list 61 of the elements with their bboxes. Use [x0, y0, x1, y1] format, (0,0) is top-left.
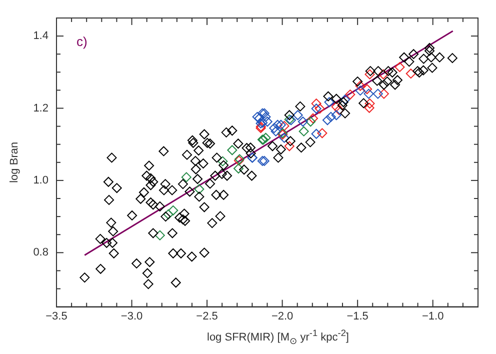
annotation: c) — [76, 34, 88, 50]
x-tick-label: −3.5 — [46, 310, 68, 322]
point — [372, 88, 383, 99]
point — [364, 98, 375, 109]
point — [260, 132, 271, 143]
point — [324, 97, 334, 108]
point — [334, 105, 344, 116]
point — [326, 112, 336, 122]
x-tick-label: −3.0 — [120, 310, 143, 322]
point — [364, 88, 374, 99]
point — [181, 172, 192, 182]
point — [331, 102, 342, 112]
point — [364, 102, 374, 113]
point — [276, 120, 286, 130]
x-tick-label: −2.5 — [196, 310, 218, 322]
y-tick-label: 1.0 — [33, 174, 48, 186]
point — [279, 120, 290, 131]
point — [194, 184, 204, 194]
y-tick-label: 0.8 — [33, 246, 48, 259]
point — [345, 90, 356, 100]
point — [317, 128, 328, 138]
point — [284, 141, 294, 152]
point — [378, 88, 389, 99]
y-tick-label: 1.4 — [33, 30, 48, 42]
point — [269, 123, 280, 134]
point — [311, 128, 322, 139]
point — [406, 68, 416, 79]
x-tick-label: −1.5 — [346, 310, 368, 322]
point — [362, 84, 372, 94]
y-tick-label: 1.2 — [33, 102, 48, 114]
point — [233, 164, 244, 174]
point — [227, 145, 238, 156]
point — [292, 110, 303, 120]
point — [279, 132, 290, 143]
point — [260, 112, 271, 122]
point — [262, 116, 272, 127]
point — [322, 115, 332, 126]
point — [311, 98, 322, 109]
point — [308, 113, 318, 124]
point — [306, 116, 316, 127]
point — [314, 104, 325, 114]
y-axis-title: log Bran — [8, 142, 21, 183]
point — [154, 230, 165, 240]
point — [355, 86, 366, 96]
point — [218, 156, 228, 166]
x-tick-label: −2.0 — [271, 310, 294, 322]
point — [311, 104, 322, 114]
x-axis-title: log SFR(MIR) [M$_{⊙}$ yr$^{-1}$ kpc$^{-2}$] — [206, 328, 350, 347]
point — [331, 110, 342, 120]
point — [298, 126, 309, 136]
x-tick-label: −1.0 — [422, 310, 444, 322]
point — [168, 205, 178, 216]
point — [364, 69, 375, 80]
point — [355, 80, 366, 91]
point — [340, 94, 350, 105]
point — [298, 116, 308, 127]
point — [270, 126, 281, 136]
point — [378, 69, 388, 80]
point — [272, 120, 283, 130]
point — [394, 62, 405, 72]
point — [163, 209, 174, 220]
